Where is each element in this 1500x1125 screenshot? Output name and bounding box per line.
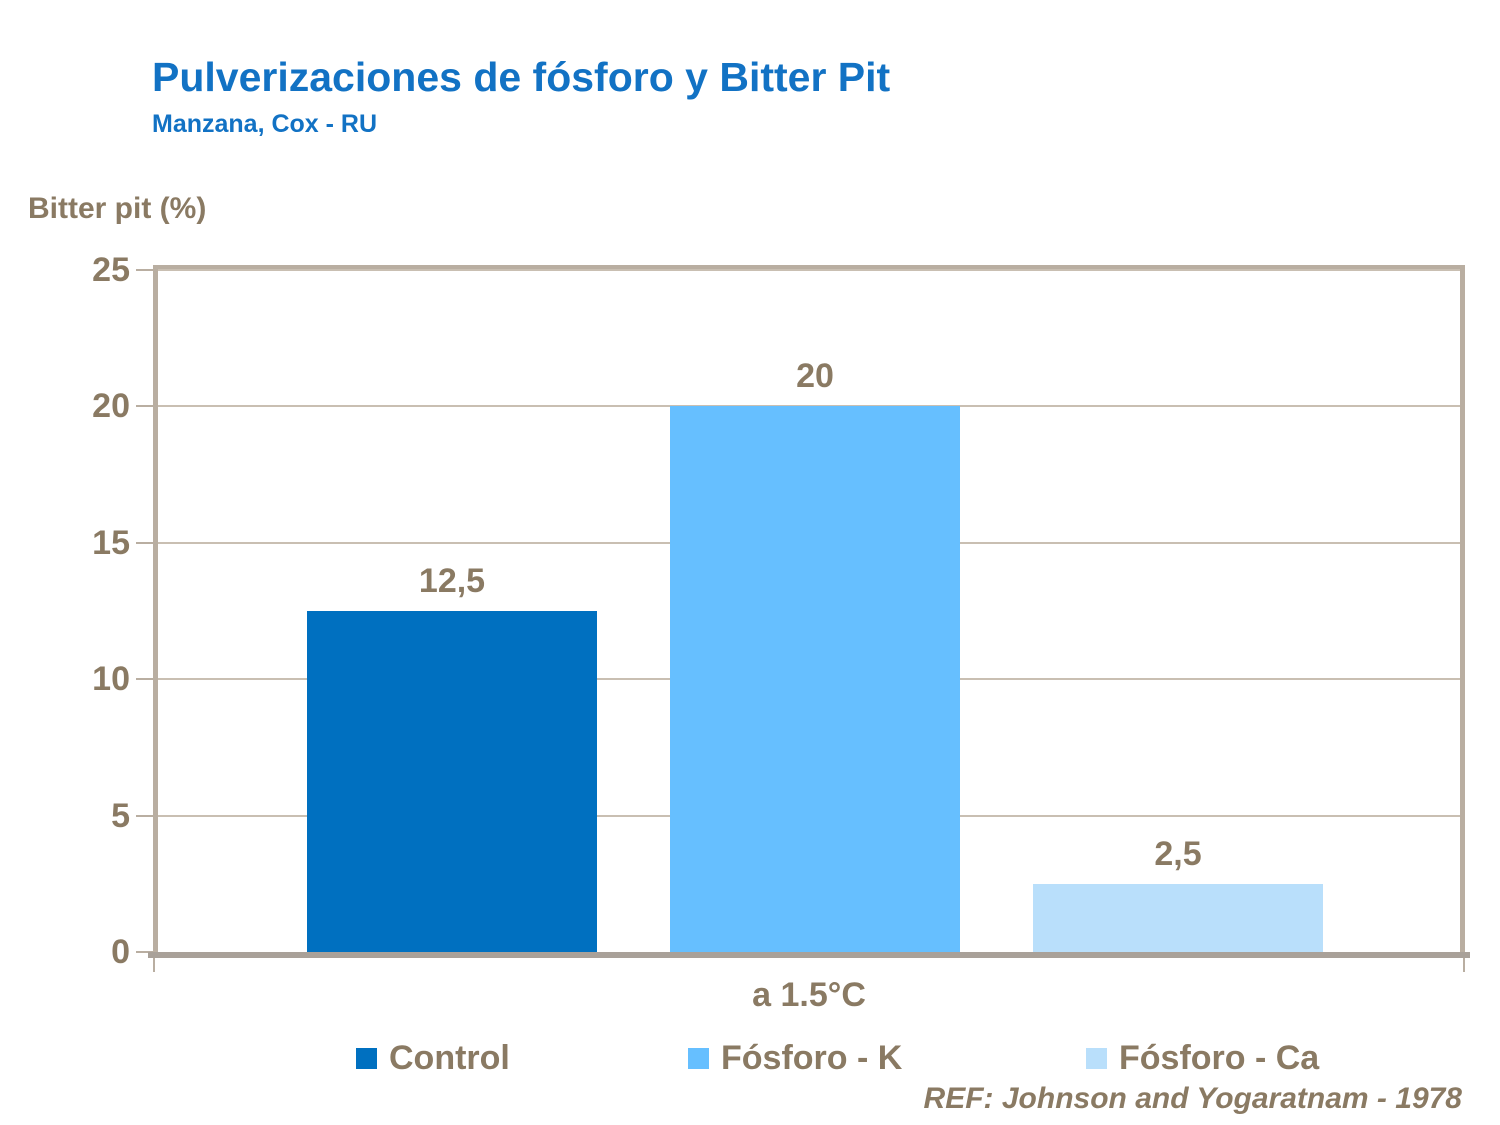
y-tick-mark-10 (136, 678, 153, 681)
x-axis-line (148, 952, 1470, 958)
y-tick-label-25: 25 (92, 251, 130, 289)
bar-f-sforo-k (670, 406, 960, 952)
legend-label: Control (389, 1038, 510, 1077)
bar-value-label-0: 12,5 (418, 562, 486, 600)
y-tick-label-20: 20 (92, 387, 130, 426)
chart-subtitle: Manzana, Cox - RU (152, 110, 378, 138)
legend-item-f-sforo-ca: Fósforo - Ca (1086, 1036, 1319, 1080)
legend-item-f-sforo-k: Fósforo - K (688, 1036, 902, 1080)
legend-swatch-icon (688, 1047, 709, 1069)
y-tick-mark-25 (136, 269, 153, 271)
plot-area (153, 265, 1465, 957)
legend-swatch-icon (1086, 1047, 1107, 1069)
x-axis-category-label: a 1.5°C (752, 976, 866, 1014)
reference-citation: REF: Johnson and Yogaratnam - 1978 (923, 1082, 1462, 1115)
legend-label: Fósforo - K (721, 1038, 903, 1077)
x-tick-mark-0 (153, 957, 155, 972)
y-axis-title: Bitter pit (%) (28, 192, 207, 225)
bar-value-label-1: 20 (796, 357, 834, 396)
chart-title: Pulverizaciones de fósforo y Bitter Pit (152, 54, 891, 100)
legend-swatch-icon (356, 1047, 377, 1069)
gridline-y25 (158, 269, 1460, 271)
bar-value-label-2: 2,5 (1154, 834, 1202, 873)
legend-item-control: Control (356, 1036, 510, 1080)
y-tick-label-15: 15 (92, 523, 130, 562)
y-tick-label-10: 10 (92, 660, 130, 699)
bar-control (307, 611, 597, 952)
y-tick-label-0: 0 (111, 933, 130, 971)
y-tick-label-5: 5 (111, 796, 130, 835)
x-tick-mark-1 (1463, 957, 1465, 972)
bar-f-sforo-ca (1033, 883, 1323, 952)
y-tick-mark-15 (136, 541, 153, 544)
y-tick-mark-20 (136, 405, 153, 408)
y-tick-mark-5 (136, 814, 153, 817)
y-tick-mark-0 (136, 951, 153, 953)
legend-label: Fósforo - Ca (1119, 1038, 1320, 1077)
